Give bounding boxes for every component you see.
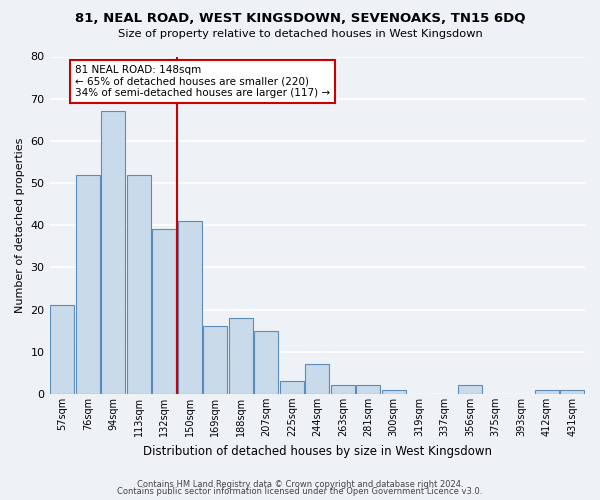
Bar: [458, 386, 482, 394]
Bar: [50, 306, 74, 394]
Bar: [127, 174, 151, 394]
Bar: [152, 230, 176, 394]
Text: 81, NEAL ROAD, WEST KINGSDOWN, SEVENOAKS, TN15 6DQ: 81, NEAL ROAD, WEST KINGSDOWN, SEVENOAKS…: [75, 12, 525, 26]
Y-axis label: Number of detached properties: Number of detached properties: [15, 138, 25, 313]
Text: Contains public sector information licensed under the Open Government Licence v3: Contains public sector information licen…: [118, 488, 482, 496]
Text: 81 NEAL ROAD: 148sqm
← 65% of detached houses are smaller (220)
34% of semi-deta: 81 NEAL ROAD: 148sqm ← 65% of detached h…: [75, 65, 330, 98]
Bar: [229, 318, 253, 394]
Bar: [331, 386, 355, 394]
Bar: [535, 390, 559, 394]
Bar: [254, 330, 278, 394]
Bar: [178, 221, 202, 394]
Bar: [305, 364, 329, 394]
Bar: [382, 390, 406, 394]
Bar: [76, 174, 100, 394]
Text: Size of property relative to detached houses in West Kingsdown: Size of property relative to detached ho…: [118, 29, 482, 39]
Bar: [560, 390, 584, 394]
Bar: [356, 386, 380, 394]
X-axis label: Distribution of detached houses by size in West Kingsdown: Distribution of detached houses by size …: [143, 444, 492, 458]
Bar: [280, 381, 304, 394]
Bar: [203, 326, 227, 394]
Text: Contains HM Land Registry data © Crown copyright and database right 2024.: Contains HM Land Registry data © Crown c…: [137, 480, 463, 489]
Bar: [101, 112, 125, 394]
